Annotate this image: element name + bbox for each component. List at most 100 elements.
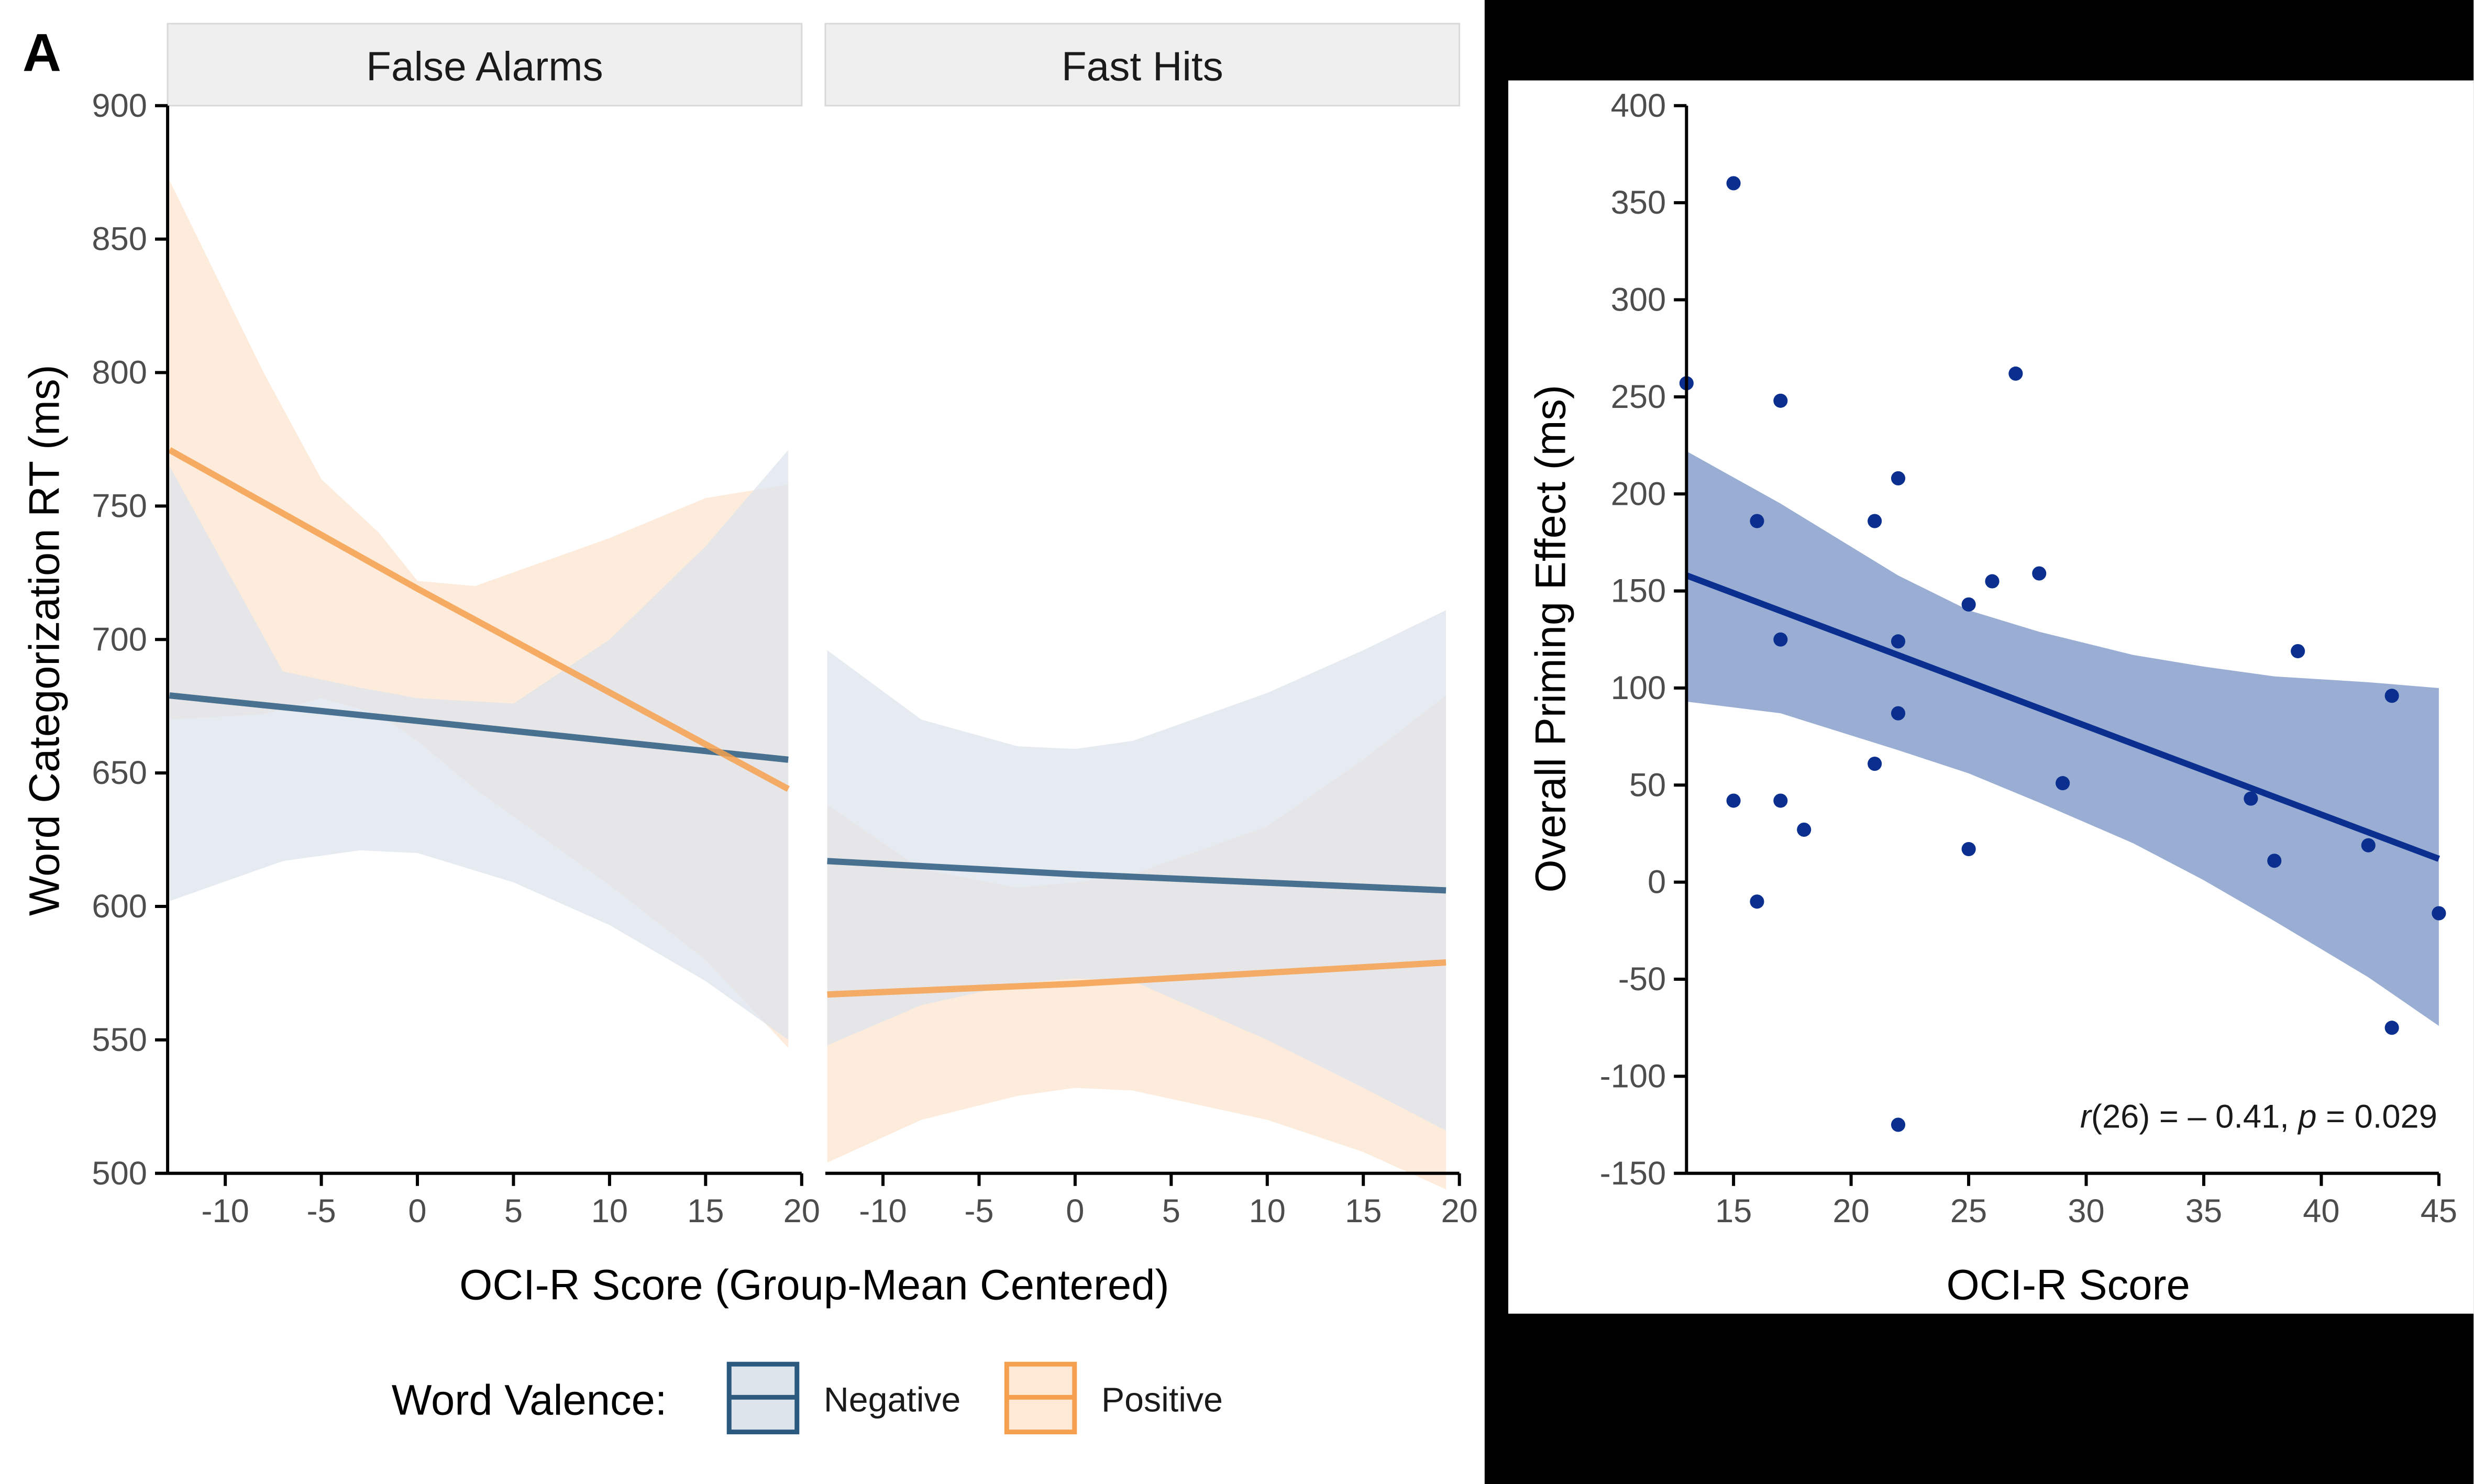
x-tick-label: 25 (1950, 1193, 1987, 1230)
regression-line-positive (827, 959, 1446, 998)
annotation-df: (26) (2091, 1098, 2150, 1135)
panel-label: A (23, 23, 61, 83)
facet-strip-background (824, 23, 1461, 107)
x-tick-label: 15 (1345, 1193, 1382, 1230)
regression-line (1685, 572, 2440, 862)
data-point (2291, 644, 2305, 659)
y-tick-label: -150 (1600, 1155, 1666, 1192)
data-point (1797, 822, 1812, 837)
scatter-y-axis-label: Overall Priming Effect (ms) (1527, 385, 1574, 893)
data-point (1868, 757, 1882, 771)
legend-title: Word Valence: (392, 1376, 667, 1424)
y-tick-label: 650 (92, 755, 147, 791)
data-point (1726, 793, 1741, 808)
y-axis-ticks: 500 550 600 650 700 750 800 850 900 (92, 87, 168, 1192)
y-tick-label: 0 (1648, 864, 1666, 901)
data-point (2267, 854, 2282, 868)
x-tick-label: 15 (1715, 1193, 1752, 1230)
facet-strip-label: False Alarms (366, 43, 603, 90)
data-point (1985, 574, 2000, 589)
legend-label-negative: Negative (824, 1380, 960, 1419)
x-tick-label: -5 (964, 1193, 993, 1230)
data-point (2432, 906, 2446, 921)
y-tick-label: -50 (1618, 961, 1666, 998)
x-tick-label: 5 (504, 1193, 523, 1230)
y-axis-ticks: -150 -100 -50 0 50 100 150 200 250 300 350 400 (1600, 87, 1687, 1192)
facet-strip-background (167, 23, 803, 107)
x-tick-label: 20 (1832, 1193, 1869, 1230)
legend-key-positive: Positive (1004, 1361, 1223, 1435)
y-tick-label: 600 (92, 888, 147, 925)
scatter-points (1679, 176, 2446, 1132)
data-point (1773, 793, 1788, 808)
y-tick-label: 150 (1611, 573, 1666, 610)
data-point (1773, 393, 1788, 408)
annotation-r-symbol: r (2080, 1098, 2093, 1135)
facet-panel-fast-hits: -10 -5 0 5 10 15 20 (825, 610, 1478, 1230)
data-point (2032, 566, 2047, 581)
x-tick-label: 0 (408, 1193, 426, 1230)
x-axis-label: OCI-R Score (Group-Mean Centered) (459, 1261, 1169, 1309)
legend: Word Valence: Negative Positive (392, 1361, 1223, 1435)
data-point (1891, 634, 1906, 649)
x-tick-label: -10 (859, 1193, 907, 1230)
annotation-equals: = (2150, 1098, 2188, 1135)
y-tick-label: 300 (1611, 282, 1666, 318)
regression-lines (168, 447, 790, 792)
x-tick-label: 10 (591, 1193, 628, 1230)
y-tick-label: 100 (1611, 670, 1666, 706)
regression-line-negative (827, 858, 1446, 894)
confidence-bands (827, 610, 1446, 1190)
x-tick-label: -10 (201, 1193, 249, 1230)
data-point (2384, 689, 2399, 703)
y-tick-label: 200 (1611, 475, 1666, 512)
x-axis-ticks: 15 20 25 30 35 40 45 (1715, 1173, 2457, 1230)
data-point (1961, 597, 1976, 612)
scatter-x-axis-label: OCI-R Score (1947, 1261, 2190, 1309)
x-tick-label: 0 (1066, 1193, 1084, 1230)
y-tick-label: 900 (92, 87, 147, 124)
x-axis-ticks: -10 -5 0 5 10 15 20 (201, 1173, 820, 1230)
y-tick-label: 700 (92, 621, 147, 658)
x-tick-label: 5 (1162, 1193, 1180, 1230)
data-point (1750, 514, 1764, 528)
x-tick-label: 30 (2068, 1193, 2104, 1230)
annotation-p-value: = 0.029 (2317, 1098, 2437, 1135)
regression-lines (827, 858, 1446, 998)
y-axis-label: Word Categorization RT (ms) (20, 364, 68, 916)
confidence-band (1686, 451, 2439, 1026)
y-tick-label: 850 (92, 221, 147, 258)
x-tick-label: 15 (687, 1193, 724, 1230)
confidence-bands (169, 180, 789, 1048)
facet-strip-false-alarms: False Alarms (167, 23, 803, 107)
confidence-band-negative (827, 610, 1446, 1131)
scatter-confidence-band (1686, 451, 2439, 1026)
scatter-regression-line (1685, 572, 2440, 862)
facet-panel-false-alarms: -10 -5 0 5 10 15 20 500 550 600 650 700 750 800 850 90… (92, 87, 820, 1230)
y-tick-label: -100 (1600, 1058, 1666, 1094)
data-point (1891, 706, 1906, 721)
x-tick-label: 20 (783, 1193, 820, 1230)
x-tick-label: 40 (2303, 1193, 2339, 1230)
regression-line-positive (168, 447, 790, 792)
y-tick-label: 500 (92, 1155, 147, 1192)
y-tick-label: 350 (1611, 184, 1666, 221)
x-tick-label: 45 (2421, 1193, 2457, 1230)
annotation-p-symbol: p (2297, 1098, 2316, 1135)
data-point (2244, 791, 2258, 806)
confidence-band-negative (169, 450, 789, 1040)
y-tick-label: 250 (1611, 379, 1666, 415)
x-tick-label: 20 (1441, 1193, 1477, 1230)
data-point (1868, 514, 1882, 528)
y-tick-label: 750 (92, 488, 147, 524)
y-tick-label: 800 (92, 355, 147, 391)
correlation-annotation: r(26) = – 0.41, p = 0.029 (2080, 1098, 2437, 1135)
legend-key-negative: Negative (726, 1361, 960, 1435)
facet-strip-label: Fast Hits (1062, 43, 1223, 90)
x-axis-ticks: -10 -5 0 5 10 15 20 (859, 1173, 1478, 1230)
data-point (1891, 1117, 1906, 1132)
x-tick-label: -5 (306, 1193, 336, 1230)
x-tick-label: 35 (2185, 1193, 2222, 1230)
regression-line-negative (169, 692, 789, 763)
